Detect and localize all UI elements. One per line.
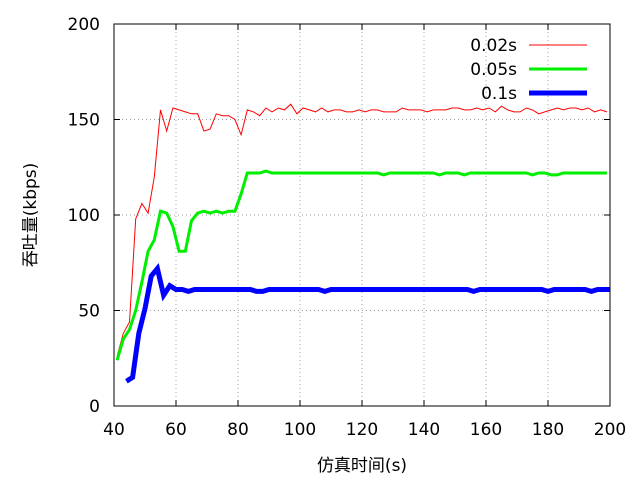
y-tick-label: 100 (68, 206, 100, 226)
legend-label: 0.05s (470, 60, 517, 80)
series-line-0.05s (115, 169, 607, 361)
legend-label: 0.02s (470, 36, 517, 56)
x-tick-label: 80 (227, 420, 249, 440)
x-axis-title: 仿真时间(s) (317, 456, 407, 476)
x-tick-label: 180 (532, 420, 564, 440)
grid-lines (114, 24, 610, 406)
series-line-0.02s (116, 103, 608, 357)
legend: 0.02s 0.05s 0.1s (470, 36, 587, 104)
y-tick-label: 150 (68, 111, 100, 131)
axis-ticks: 40 60 80 100 120 140 160 180 200 0 50 100 150 200 (68, 15, 627, 440)
y-tick-label: 200 (68, 15, 100, 35)
y-tick-label: 0 (89, 397, 100, 417)
y-axis-title: 吞吐量(kbps) (21, 163, 41, 268)
x-tick-label: 60 (165, 420, 187, 440)
x-tick-label: 200 (594, 420, 626, 440)
x-tick-label: 160 (470, 420, 502, 440)
x-tick-label: 40 (103, 420, 125, 440)
legend-label: 0.1s (481, 84, 517, 104)
series-layer (115, 103, 610, 384)
x-tick-label: 120 (346, 420, 378, 440)
series-line-0.1s (125, 262, 610, 384)
x-tick-label: 140 (408, 420, 440, 440)
x-tick-label: 100 (284, 420, 316, 440)
y-tick-label: 50 (78, 302, 100, 322)
